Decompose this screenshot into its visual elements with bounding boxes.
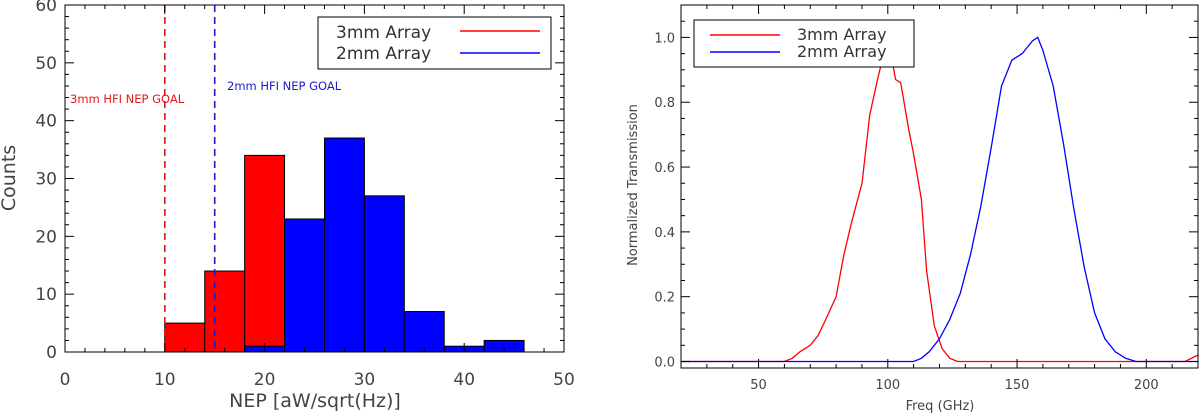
x-tick-label-right: 200 (1134, 378, 1159, 393)
y-tick-label-left: 30 (35, 170, 57, 190)
x-tick-label-right: 150 (1005, 378, 1030, 393)
histogram-chart: 3mm HFI NEP GOAL 2mm HFI NEP GOAL 0 10 20 3… (0, 0, 575, 412)
y-axis-label-left: Counts (0, 145, 20, 211)
legend-label-3mm-right: 3mm Array (797, 25, 887, 44)
annotation-3mm-goal: 3mm HFI NEP GOAL (70, 92, 185, 106)
histogram-bar-3mm-0 (164, 322, 206, 353)
y-tick-label-left: 50 (35, 54, 57, 74)
axis-ticks-left (64, 4, 565, 353)
y-axis-label-right: Normalized Transmission (626, 104, 641, 266)
x-tick-label-right: 100 (875, 378, 900, 393)
tick-labels-left: 0 10 20 30 40 50 0 10 20 30 40 50 60 (35, 0, 574, 390)
annotation-2mm-goal: 2mm HFI NEP GOAL (227, 79, 342, 93)
histogram-bar-2mm-3 (363, 195, 405, 353)
transmission-lines (681, 36, 1199, 363)
histogram-bar-2mm-2 (323, 137, 365, 353)
histogram-bar-3mm-2 (244, 154, 286, 353)
x-axis-label-right: Freq (GHz) (906, 399, 975, 414)
x-tick-label-left: 30 (354, 370, 376, 390)
y-tick-label-right: 0.2 (654, 291, 675, 306)
histogram-bars (164, 137, 525, 353)
axis-ticks-right (680, 4, 1199, 368)
goal-lines (164, 5, 216, 352)
histogram-bar-2mm-1 (284, 218, 325, 353)
x-tick-label-left: 20 (254, 370, 276, 390)
transmission-chart: 50 100 150 200 0.0 0.2 0.4 0.6 0.8 1.0 Freq (GHz)… (626, 4, 1199, 414)
tick-labels-right: 50 100 150 200 0.0 0.2 0.4 0.6 0.8 1.0 (654, 31, 1158, 393)
y-tick-label-right: 0.8 (654, 96, 675, 111)
transmission-line-3mm (681, 37, 1199, 363)
legend-left: 3mm Array 2mm Array (317, 16, 552, 70)
legend-label-2mm-right: 2mm Array (797, 42, 887, 61)
x-tick-label-left: 10 (154, 370, 176, 390)
x-tick-label-left: 40 (453, 370, 475, 390)
legend-label-2mm-left: 2mm Array (336, 44, 431, 64)
histogram-bar-2mm-4 (403, 311, 445, 353)
y-tick-label-left: 20 (35, 227, 57, 247)
x-axis-label-left: NEP [aW/sqrt(Hz)] (229, 390, 401, 412)
transmission-line-2mm (681, 36, 1198, 363)
x-tick-label-right: 50 (750, 378, 767, 393)
y-tick-label-right: 0.0 (654, 356, 675, 371)
y-tick-label-right: 0.6 (654, 161, 675, 176)
histogram-bar-3mm-1 (204, 270, 246, 353)
y-tick-label-left: 60 (35, 0, 57, 16)
x-tick-label-left: 50 (553, 370, 575, 390)
legend-box-right (693, 19, 915, 68)
legend-label-3mm-left: 3mm Array (336, 23, 431, 43)
legend-right: 3mm Array 2mm Array (693, 19, 915, 68)
y-tick-label-left: 40 (35, 112, 57, 132)
y-tick-label-left: 0 (46, 343, 57, 363)
y-tick-label-right: 0.4 (654, 226, 675, 241)
y-tick-label-right: 1.0 (654, 31, 675, 46)
legend-box-left (317, 16, 552, 70)
x-tick-label-left: 0 (60, 370, 71, 390)
y-tick-label-left: 10 (35, 285, 57, 305)
